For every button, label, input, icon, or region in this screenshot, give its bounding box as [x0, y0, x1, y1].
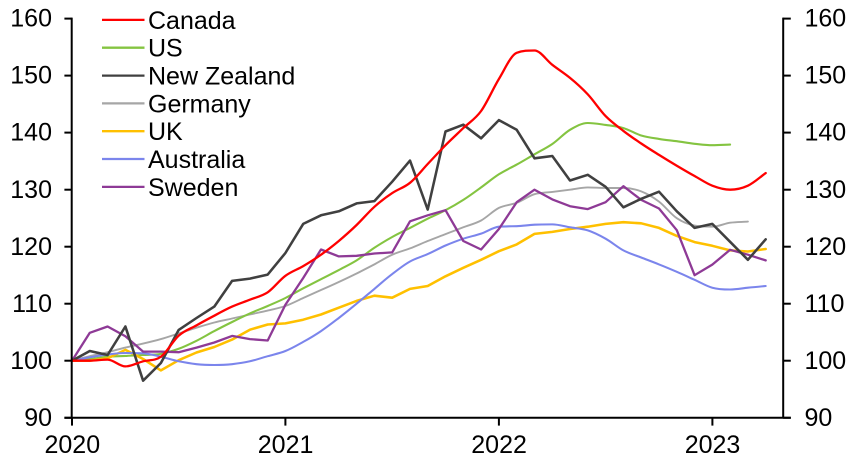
- svg-text:120: 120: [805, 233, 847, 261]
- svg-text:Australia: Australia: [148, 146, 245, 174]
- svg-text:150: 150: [805, 62, 847, 90]
- svg-text:150: 150: [10, 62, 52, 90]
- svg-text:160: 160: [10, 5, 52, 33]
- svg-text:140: 140: [805, 119, 847, 147]
- svg-text:2023: 2023: [685, 431, 741, 459]
- svg-text:110: 110: [12, 290, 52, 318]
- svg-text:2022: 2022: [471, 431, 527, 459]
- svg-text:100: 100: [10, 347, 52, 375]
- svg-text:UK: UK: [148, 118, 183, 146]
- svg-text:120: 120: [10, 233, 52, 261]
- svg-text:130: 130: [10, 176, 52, 204]
- svg-text:110: 110: [805, 290, 845, 318]
- svg-text:Germany: Germany: [148, 90, 251, 118]
- svg-text:160: 160: [805, 5, 847, 33]
- svg-text:Sweden: Sweden: [148, 174, 238, 202]
- svg-text:140: 140: [10, 119, 52, 147]
- svg-text:Canada: Canada: [148, 7, 236, 35]
- svg-text:90: 90: [24, 404, 52, 432]
- svg-text:New Zealand: New Zealand: [148, 63, 295, 91]
- svg-text:90: 90: [805, 404, 833, 432]
- svg-text:100: 100: [805, 347, 847, 375]
- svg-text:2021: 2021: [258, 431, 314, 459]
- svg-text:US: US: [148, 35, 183, 63]
- svg-text:130: 130: [805, 176, 847, 204]
- svg-text:2020: 2020: [44, 431, 100, 459]
